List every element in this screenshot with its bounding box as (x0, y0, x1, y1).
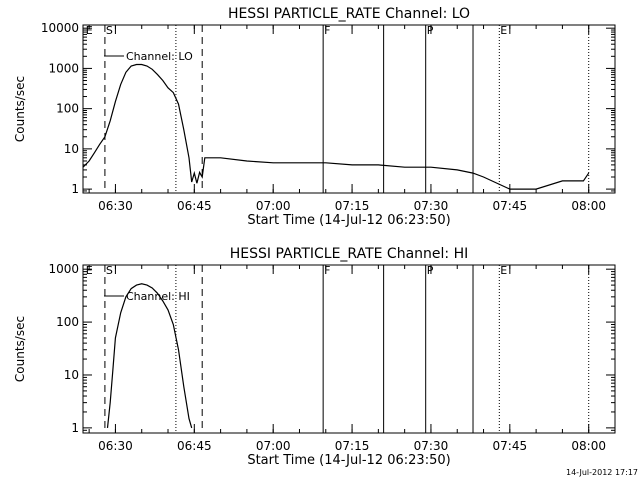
x-tick-label: 06:30 (98, 199, 133, 213)
x-axis-label: Start Time (14-Jul-12 06:23:50) (247, 453, 450, 468)
x-tick-label: 08:00 (571, 199, 606, 213)
legend-label: Channel: LO (126, 50, 193, 63)
y-axis-label: Counts/sec (13, 76, 27, 142)
x-tick-label: 07:30 (414, 199, 449, 213)
x-tick-label: 07:15 (335, 199, 370, 213)
panel-lo: HESSI PARTICLE_RATE Channel: LO Counts/se… (13, 6, 616, 228)
y-tick-label: 1000 (48, 262, 79, 276)
y-tick-label: 1 (71, 421, 79, 435)
legend-label: Channel: HI (126, 290, 190, 303)
x-tick-label: 06:45 (177, 199, 212, 213)
event-flag-label: E (86, 24, 93, 37)
event-flag-label: E (500, 24, 507, 37)
x-tick-label: 07:30 (414, 439, 449, 453)
x-tick-label: 08:00 (571, 439, 606, 453)
event-flag-label: E (86, 264, 93, 277)
y-tick-label: 10 (64, 368, 79, 382)
y-tick-label: 1000 (48, 61, 79, 75)
panel-hi: HESSI PARTICLE_RATE Channel: HI Counts/se… (13, 246, 616, 468)
y-tick-label: 1 (71, 182, 79, 196)
plot-frame (82, 264, 616, 434)
event-flag-label: F (324, 24, 330, 37)
x-axis-label: Start Time (14-Jul-12 06:23:50) (247, 213, 450, 228)
x-tick-label: 07:00 (256, 199, 291, 213)
event-flag-label: E (500, 264, 507, 277)
y-tick-label: 10 (64, 142, 79, 156)
event-flag-label: S (106, 24, 113, 37)
y-tick-label: 10000 (41, 21, 79, 35)
event-flag-label: P (427, 264, 434, 277)
y-tick-label: 100 (56, 102, 79, 116)
y-axis-label: Counts/sec (13, 316, 27, 382)
x-tick-label: 07:15 (335, 439, 370, 453)
event-flag-label: F (324, 264, 330, 277)
plot-timestamp: 14-Jul-2012 17:17 (566, 468, 638, 477)
event-flag-label: S (106, 264, 113, 277)
x-tick-label: 06:45 (177, 439, 212, 453)
chart-title: HESSI PARTICLE_RATE Channel: HI (230, 246, 468, 262)
event-flag-label: P (427, 24, 434, 37)
series-line (106, 283, 193, 429)
x-tick-label: 07:45 (493, 439, 528, 453)
chart-title: HESSI PARTICLE_RATE Channel: LO (228, 6, 470, 22)
series-line (82, 63, 590, 190)
y-tick-label: 100 (56, 315, 79, 329)
x-tick-label: 07:00 (256, 439, 291, 453)
x-tick-label: 07:45 (493, 199, 528, 213)
x-tick-label: 06:30 (98, 439, 133, 453)
